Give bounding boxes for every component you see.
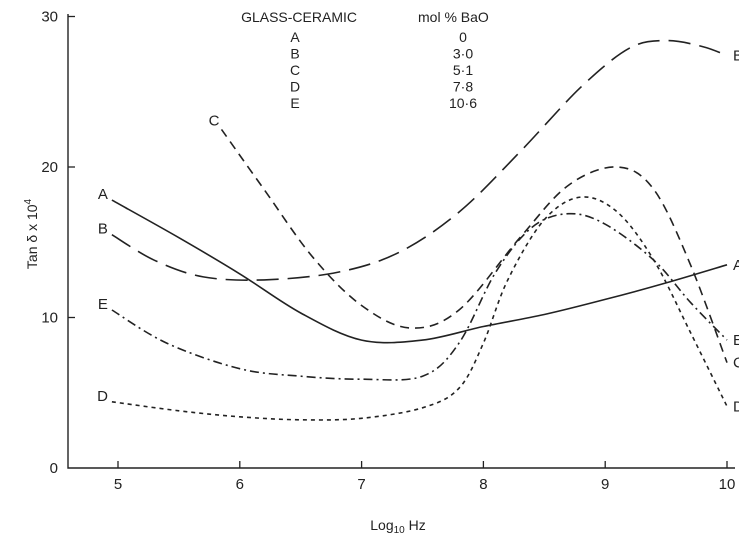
curve-label-b-end: B	[733, 48, 739, 65]
legend-header-glass-ceramic: GLASS-CERAMIC	[241, 9, 357, 25]
x-tick-label: 5	[114, 476, 122, 493]
legend-label-a: A	[290, 29, 300, 45]
series-c-line	[220, 128, 728, 363]
legend-value-c: 5·1	[453, 62, 473, 78]
y-axis: 0 10 20 30	[41, 9, 75, 477]
series-group	[111, 39, 728, 421]
legend-label-e: E	[290, 95, 299, 111]
legend-value-d: 7·8	[453, 79, 473, 95]
x-axis: 5 6 7 8 9 10	[114, 461, 736, 493]
series-e-line	[111, 212, 728, 381]
curve-label-b-start: B	[98, 221, 108, 238]
legend-value-e: 10·6	[449, 95, 477, 111]
x-tick-label: 6	[236, 476, 244, 493]
curve-label-d-end: D	[733, 398, 739, 415]
x-tick-label: 7	[357, 476, 365, 493]
x-tick-label: 8	[479, 476, 487, 493]
y-axis-title: Tan δ x 104	[23, 198, 40, 269]
y-tick-label: 0	[50, 460, 58, 477]
legend: GLASS-CERAMIC mol % BaO A 0 B 3·0 C 5·1 D 7·8 E 1…	[241, 9, 489, 111]
x-tick-label: 9	[601, 476, 609, 493]
curve-label-e-end: E	[733, 332, 739, 349]
curve-label-c-start: C	[209, 112, 220, 129]
x-tick-label: 10	[719, 476, 736, 493]
legend-value-a: 0	[459, 29, 467, 45]
series-a-line	[111, 199, 728, 344]
y-tick-label: 30	[41, 9, 58, 26]
legend-label-d: D	[290, 79, 300, 95]
y-tick-label: 10	[41, 310, 58, 327]
series-d-line	[111, 196, 728, 421]
curve-label-e-start: E	[98, 296, 108, 313]
legend-header-mol-bao: mol % BaO	[418, 9, 489, 25]
curve-label-c-end: C	[733, 355, 739, 372]
legend-value-b: 3·0	[453, 46, 473, 62]
y-tick-label: 20	[41, 159, 58, 176]
series-b-line	[111, 39, 728, 281]
x-axis-title: Log10 Hz	[370, 517, 425, 536]
axes	[67, 14, 735, 469]
legend-label-c: C	[290, 62, 300, 78]
legend-label-b: B	[290, 46, 299, 62]
curve-label-a-end: A	[733, 257, 739, 274]
curve-label-a-start: A	[98, 186, 108, 203]
curve-label-d-start: D	[97, 388, 108, 405]
